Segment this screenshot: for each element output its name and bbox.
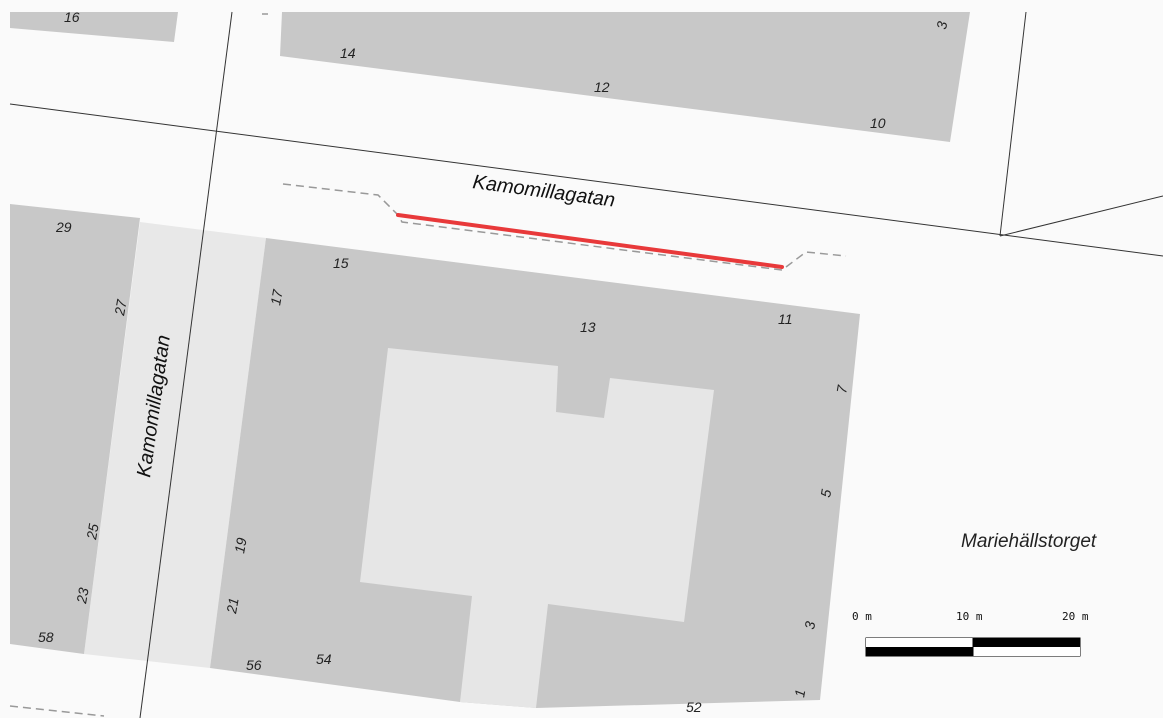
building-left-block	[10, 204, 140, 654]
scale-bar-seg-1	[866, 638, 973, 647]
house-number: 12	[594, 79, 610, 95]
building-top-left	[10, 12, 178, 42]
scale-bar-seg-2	[973, 638, 1080, 647]
house-number: 17	[267, 287, 286, 306]
scale-label-0: 0 m	[852, 610, 872, 623]
house-number: 3	[933, 20, 950, 31]
house-number: 56	[246, 657, 262, 673]
scale-label-10: 10 m	[956, 610, 983, 623]
house-number: 19	[231, 536, 249, 554]
scale-label-20: 20 m	[1062, 610, 1089, 623]
house-number: 7	[833, 383, 850, 395]
house-number: 14	[340, 45, 356, 61]
house-number: 1	[791, 688, 808, 698]
house-number: 11	[778, 311, 793, 327]
house-number: 58	[38, 629, 54, 645]
house-number: 15	[333, 255, 349, 271]
parcel-lines	[9, 11, 1163, 718]
place-label: Mariehällstorget	[961, 531, 1097, 552]
scale-bar-seg-4	[973, 647, 1080, 656]
house-number: 3	[801, 620, 818, 631]
highlighted-segment[interactable]	[396, 213, 784, 269]
dashed-boundary	[9, 13, 847, 717]
house-number: 16	[64, 9, 80, 25]
scale-bar-seg-3	[866, 647, 973, 656]
house-number: 13	[580, 319, 596, 335]
house-number: 10	[870, 115, 886, 131]
house-number: 27	[111, 297, 130, 317]
house-number: 21	[223, 596, 242, 615]
scale-bar: 0 m 10 m 20 m	[852, 610, 1089, 657]
house-number: 54	[316, 651, 332, 667]
building-top	[280, 12, 970, 142]
courtyard	[360, 348, 714, 708]
house-number: 29	[55, 219, 72, 235]
walkway-strip	[84, 222, 266, 668]
house-number: 5	[817, 488, 834, 499]
house-number: 52	[686, 699, 702, 715]
house-number: 23	[73, 586, 92, 605]
house-number: 25	[83, 522, 102, 541]
